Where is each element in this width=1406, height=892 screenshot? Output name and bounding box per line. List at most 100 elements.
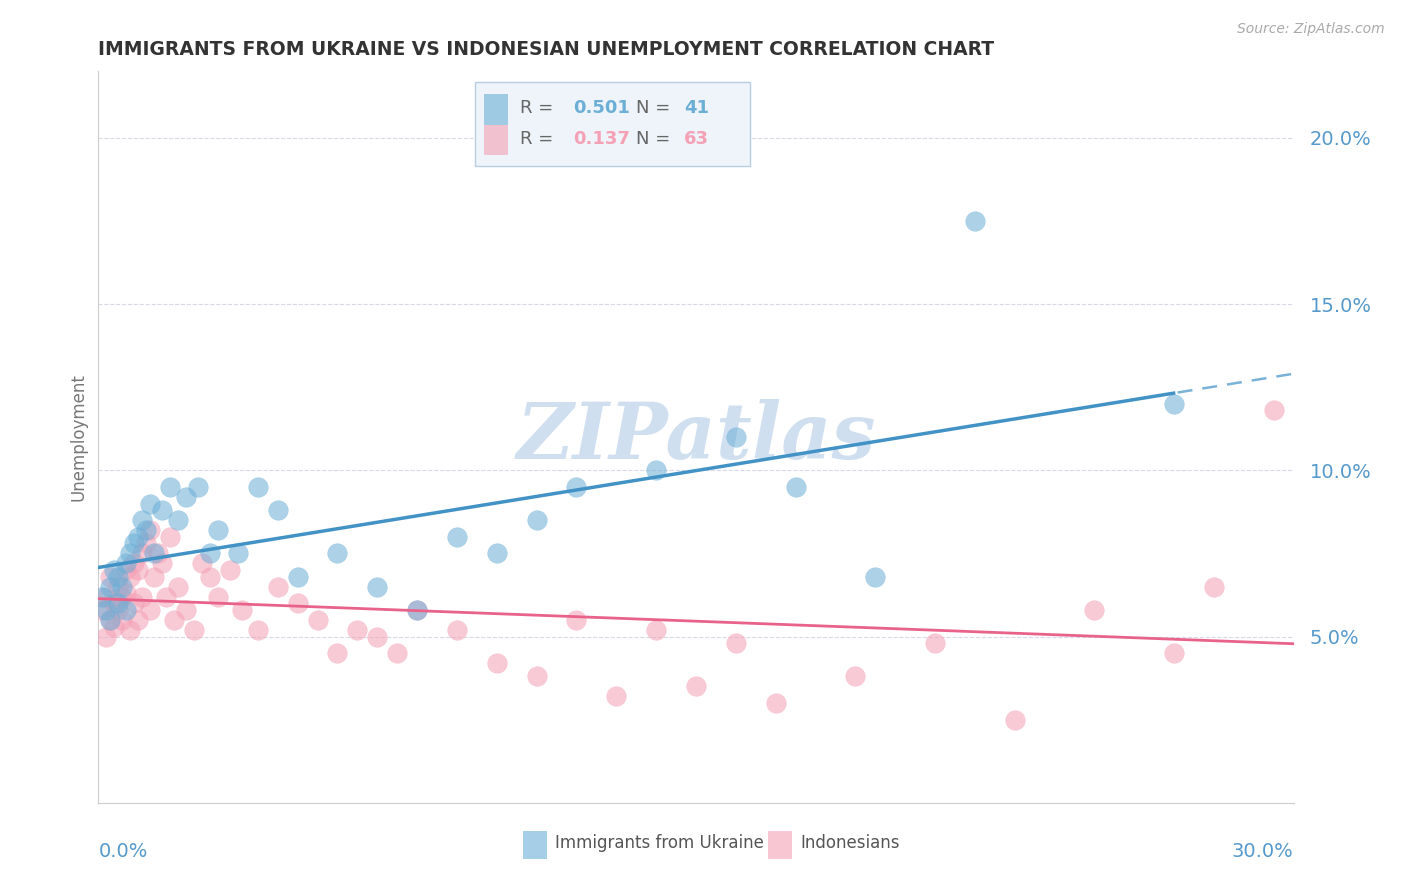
Text: ZIPatlas: ZIPatlas — [516, 399, 876, 475]
Point — [187, 480, 209, 494]
Point — [207, 590, 229, 604]
Point — [1163, 646, 1185, 660]
Point — [131, 546, 153, 560]
Point — [267, 580, 290, 594]
Point — [446, 623, 468, 637]
Point — [346, 623, 368, 637]
Text: Indonesians: Indonesians — [800, 834, 900, 852]
Point — [685, 680, 707, 694]
Point — [127, 530, 149, 544]
Point — [163, 613, 186, 627]
Text: N =: N = — [637, 130, 676, 148]
Point — [115, 563, 138, 577]
Point — [107, 570, 129, 584]
Point — [124, 536, 146, 550]
Point — [148, 546, 170, 560]
Point — [406, 603, 429, 617]
Point — [1263, 403, 1285, 417]
FancyBboxPatch shape — [485, 94, 509, 125]
Point — [139, 497, 162, 511]
Text: R =: R = — [520, 99, 560, 117]
FancyBboxPatch shape — [768, 831, 792, 859]
Point — [143, 546, 166, 560]
Point — [167, 513, 190, 527]
Text: 0.0%: 0.0% — [98, 842, 148, 861]
Point — [198, 570, 221, 584]
Point — [111, 590, 134, 604]
Point — [127, 613, 149, 627]
Point — [103, 596, 125, 610]
Point — [96, 603, 118, 617]
Point — [526, 513, 548, 527]
Point — [96, 590, 118, 604]
Point — [111, 613, 134, 627]
Point — [865, 570, 887, 584]
Point — [135, 523, 157, 537]
Text: R =: R = — [520, 130, 560, 148]
Point — [246, 623, 269, 637]
Text: 41: 41 — [685, 99, 709, 117]
FancyBboxPatch shape — [475, 82, 749, 167]
Point — [111, 580, 134, 594]
Point — [139, 603, 162, 617]
Point — [724, 636, 747, 650]
Point — [785, 480, 807, 494]
Point — [96, 630, 118, 644]
Point — [924, 636, 946, 650]
Point — [174, 603, 197, 617]
Point — [167, 580, 190, 594]
Point — [565, 480, 588, 494]
Text: 30.0%: 30.0% — [1232, 842, 1294, 861]
Point — [183, 623, 205, 637]
Point — [326, 646, 349, 660]
Point — [159, 480, 181, 494]
Point — [174, 490, 197, 504]
Point — [1202, 580, 1225, 594]
Point — [267, 503, 290, 517]
Point — [124, 557, 146, 571]
Point — [120, 546, 142, 560]
Point — [645, 463, 668, 477]
Point — [115, 557, 138, 571]
Point — [107, 603, 129, 617]
FancyBboxPatch shape — [485, 125, 509, 155]
Point — [446, 530, 468, 544]
Point — [127, 563, 149, 577]
Text: Immigrants from Ukraine: Immigrants from Ukraine — [555, 834, 763, 852]
Point — [385, 646, 409, 660]
Point — [307, 613, 329, 627]
Point — [207, 523, 229, 537]
Point — [135, 536, 157, 550]
Point — [231, 603, 253, 617]
Point — [485, 546, 508, 560]
Point — [150, 503, 173, 517]
Point — [526, 669, 548, 683]
Point — [107, 596, 129, 610]
FancyBboxPatch shape — [523, 831, 547, 859]
Point — [150, 557, 173, 571]
Point — [98, 613, 122, 627]
Point — [406, 603, 429, 617]
Point — [98, 570, 122, 584]
Point — [91, 590, 114, 604]
Text: 63: 63 — [685, 130, 709, 148]
Point — [1163, 397, 1185, 411]
Point — [120, 570, 142, 584]
Text: 0.501: 0.501 — [572, 99, 630, 117]
Point — [98, 613, 122, 627]
Point — [366, 580, 388, 594]
Point — [605, 690, 627, 704]
Point — [645, 623, 668, 637]
Point — [1083, 603, 1105, 617]
Point — [724, 430, 747, 444]
Point — [191, 557, 214, 571]
Point — [115, 586, 138, 600]
Text: N =: N = — [637, 99, 676, 117]
Point — [120, 623, 142, 637]
Point — [765, 696, 787, 710]
Point — [287, 596, 309, 610]
Point — [131, 513, 153, 527]
Point — [103, 619, 125, 633]
Point — [143, 570, 166, 584]
Point — [844, 669, 866, 683]
